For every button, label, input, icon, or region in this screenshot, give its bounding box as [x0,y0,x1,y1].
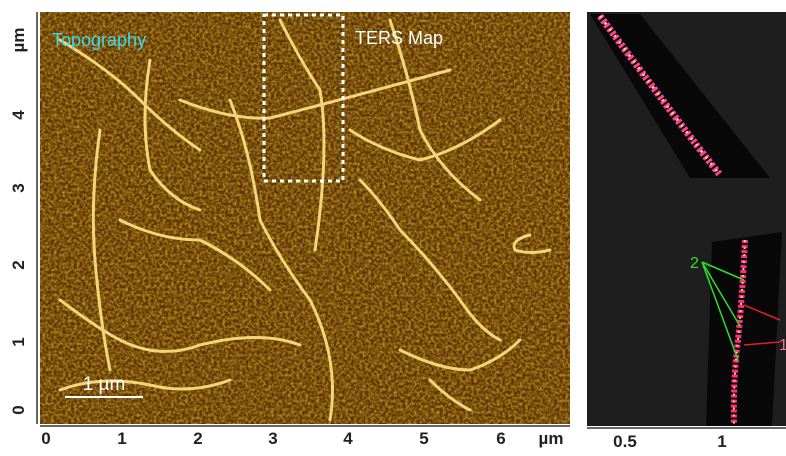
x-tick-label: 0 [41,429,50,448]
x-unit: µm [539,429,564,448]
y-tick-label: 4 [9,110,28,120]
scale-bar-label: 1 µm [83,374,126,395]
annotation: 1 [779,337,786,354]
x-tick-label: 1 [717,432,726,451]
y-unit: µm [9,28,28,53]
x-tick-label: 1 [117,429,126,448]
y-tick-label: 3 [9,183,28,192]
y-tick-label: 1 [9,337,28,346]
topography-image [40,12,570,424]
figure: Topography TERS Map 1 µm 0 1 2 3 4 5 6 µ… [0,0,786,451]
x-tick-label: 5 [419,429,428,448]
y-ticks: 0 1 2 3 4 µm [9,28,28,415]
x-tick-label: 0.5 [613,432,637,451]
x-tick-label: 6 [496,429,505,448]
annotation: 2 [690,255,699,272]
panel-label: Topography [52,30,146,50]
x-tick-label: 2 [193,429,202,448]
y-tick-label: 2 [9,260,28,269]
map-label: TERS Map [355,28,443,48]
y-tick-label: 0 [9,405,28,414]
ters-image [587,12,786,426]
x-tick-label: 4 [343,429,353,448]
x-tick-label: 3 [268,429,277,448]
x-ticks: 0 1 2 3 4 5 6 µm [41,429,563,448]
